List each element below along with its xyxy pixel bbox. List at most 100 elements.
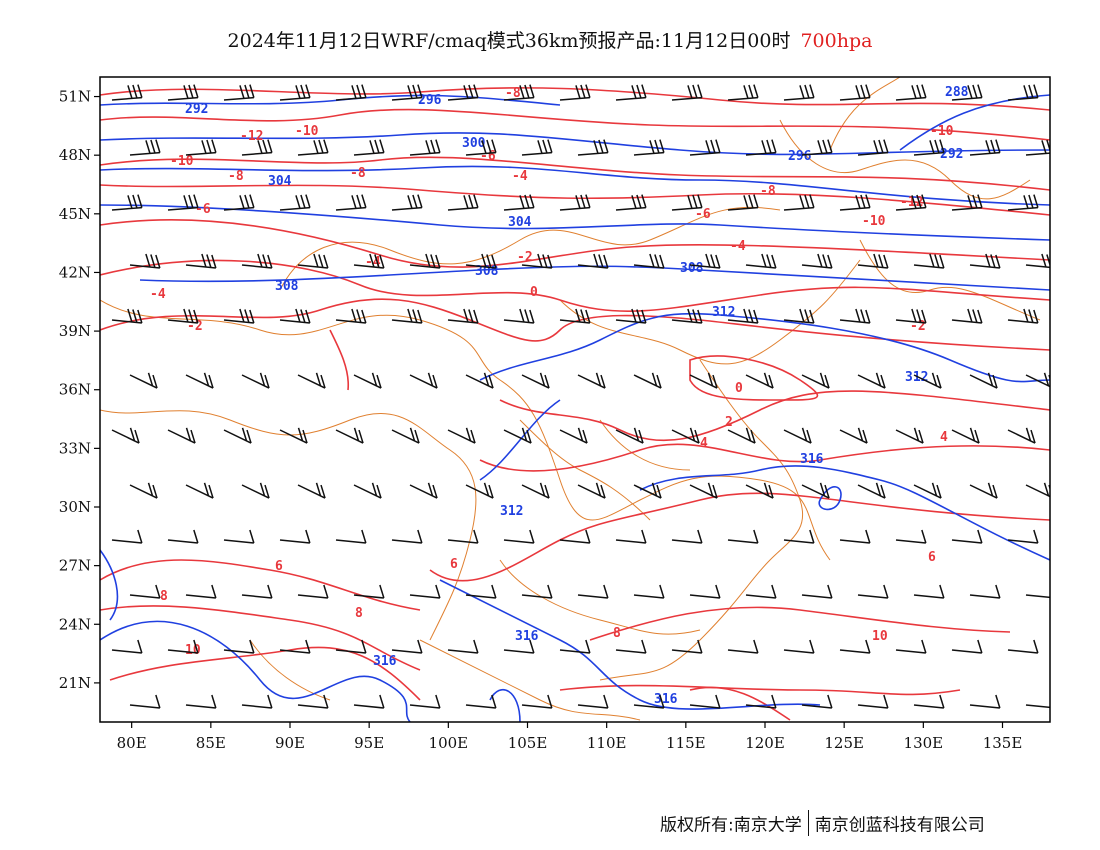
wind-barb-feather (855, 308, 861, 323)
wind-barb-feather (524, 194, 530, 209)
wind-barb (969, 151, 1000, 156)
wind-barb-feather (315, 372, 322, 387)
wind-barb (223, 649, 254, 654)
wind-barb-feather (577, 427, 584, 442)
wind-barb (857, 704, 888, 709)
wind-barb-feather (710, 139, 716, 154)
wind-barb (241, 484, 270, 499)
wind-barb-feather (152, 374, 158, 389)
contour-label-m10b: -10 (170, 154, 194, 169)
wind-barb (727, 96, 758, 101)
wind-barb-feather (638, 429, 644, 444)
wind-barb-feather (185, 427, 192, 442)
wind-barb-feather (519, 85, 525, 99)
wind-barb (559, 206, 590, 211)
wind-barb-feather (880, 374, 886, 389)
wind-barb (1007, 206, 1038, 211)
contour-label-m6a: -6 (195, 202, 211, 217)
contour-label-m12a: -12 (240, 129, 263, 144)
wind-barb-feather (211, 694, 217, 709)
wind-barb-feather (651, 372, 658, 387)
wind-barb-feather (417, 194, 423, 208)
wind-barb-feather (659, 694, 665, 709)
wind-barb (727, 319, 758, 324)
wind-barb (111, 539, 142, 544)
wind-barb-feather (137, 194, 143, 208)
wind-barb-feather (761, 253, 767, 268)
wind-barb-feather (593, 140, 599, 154)
wind-barb-feather (356, 194, 362, 209)
wind-barb-feather (432, 484, 438, 499)
wind-barb-feather (603, 254, 609, 269)
wind-barb-feather (463, 308, 469, 323)
wind-barb-feather (697, 639, 703, 654)
wind-barb-feather (806, 429, 812, 444)
wind-barb-feather (697, 529, 703, 544)
wind-barb-feather (641, 194, 647, 208)
wind-barb-feather (145, 253, 151, 268)
wind-barb (129, 704, 160, 709)
lat-tick-label: 39N (59, 322, 91, 340)
wind-barb-feather (995, 139, 1001, 153)
wind-barb (167, 96, 198, 101)
wind-barb (241, 264, 272, 269)
wind-barb-feather (183, 308, 189, 323)
wind-barb (465, 484, 494, 499)
contour-label-308a: 308 (275, 279, 299, 294)
wind-barb-feather (249, 309, 255, 324)
wind-barb (279, 539, 310, 544)
contour-label-10a: 10 (185, 643, 201, 658)
wind-barb (615, 539, 646, 544)
wind-barb-feather (929, 140, 935, 154)
wind-barb-feather (972, 194, 978, 209)
wind-barb-feather (603, 694, 609, 709)
wind-barb (801, 704, 832, 709)
wind-barb-feather (939, 694, 945, 709)
wind-barb (895, 539, 926, 544)
wind-barb-feather (318, 254, 324, 268)
wind-barb-feather (155, 584, 161, 599)
wind-barb-feather (921, 84, 927, 98)
wind-barb-feather (249, 639, 255, 654)
wind-barb (521, 594, 552, 599)
wind-barb-feather (995, 254, 1001, 269)
wind-barb-feather (883, 584, 889, 599)
wind-barb (353, 151, 384, 156)
wind-barb (465, 594, 496, 599)
wind-barb-feather (473, 194, 479, 208)
wind-barb (353, 374, 382, 389)
wind-barb-feather (417, 309, 423, 324)
wind-barb-feather (865, 194, 871, 208)
wind-barb-feather (376, 484, 382, 499)
wind-barb-feather (412, 194, 418, 209)
wind-barb-feather (351, 195, 357, 209)
wind-barb-feather (127, 308, 133, 323)
wind-barb-feather (753, 309, 759, 324)
wind-barb-feather (183, 85, 189, 99)
wind-barb-feather (705, 253, 711, 268)
wind-barb (447, 96, 478, 101)
wind-barb-feather (990, 254, 996, 268)
wind-barb (559, 319, 590, 324)
wind-barb (297, 374, 326, 389)
wind-barb-feather (916, 84, 922, 99)
wind-barb-feather (361, 309, 367, 324)
wind-barb-feather (435, 584, 441, 599)
wind-barb-feather (748, 194, 754, 209)
wind-barb (1007, 319, 1038, 324)
wind-barb-feather (435, 254, 441, 269)
wind-barb-feather (916, 309, 922, 323)
wind-barb-feather (799, 85, 805, 99)
wind-barb-feather (417, 84, 423, 98)
wind-barb-feather (595, 482, 602, 497)
chart-title: 2024年11月12日WRF/cmaq模式36km预报产品:11月12日00时 7… (0, 26, 1100, 53)
wind-barb (615, 206, 646, 211)
wind-barb-feather (470, 429, 476, 444)
wind-barb-feather (771, 584, 777, 599)
contour-label-m2b: -2 (517, 250, 533, 265)
lat-tick-label: 30N (59, 498, 91, 516)
contour-label-2a: 2 (725, 415, 733, 430)
wind-barb (297, 594, 328, 599)
wind-barb-feather (883, 694, 889, 709)
temperature-isolines (100, 87, 1050, 721)
